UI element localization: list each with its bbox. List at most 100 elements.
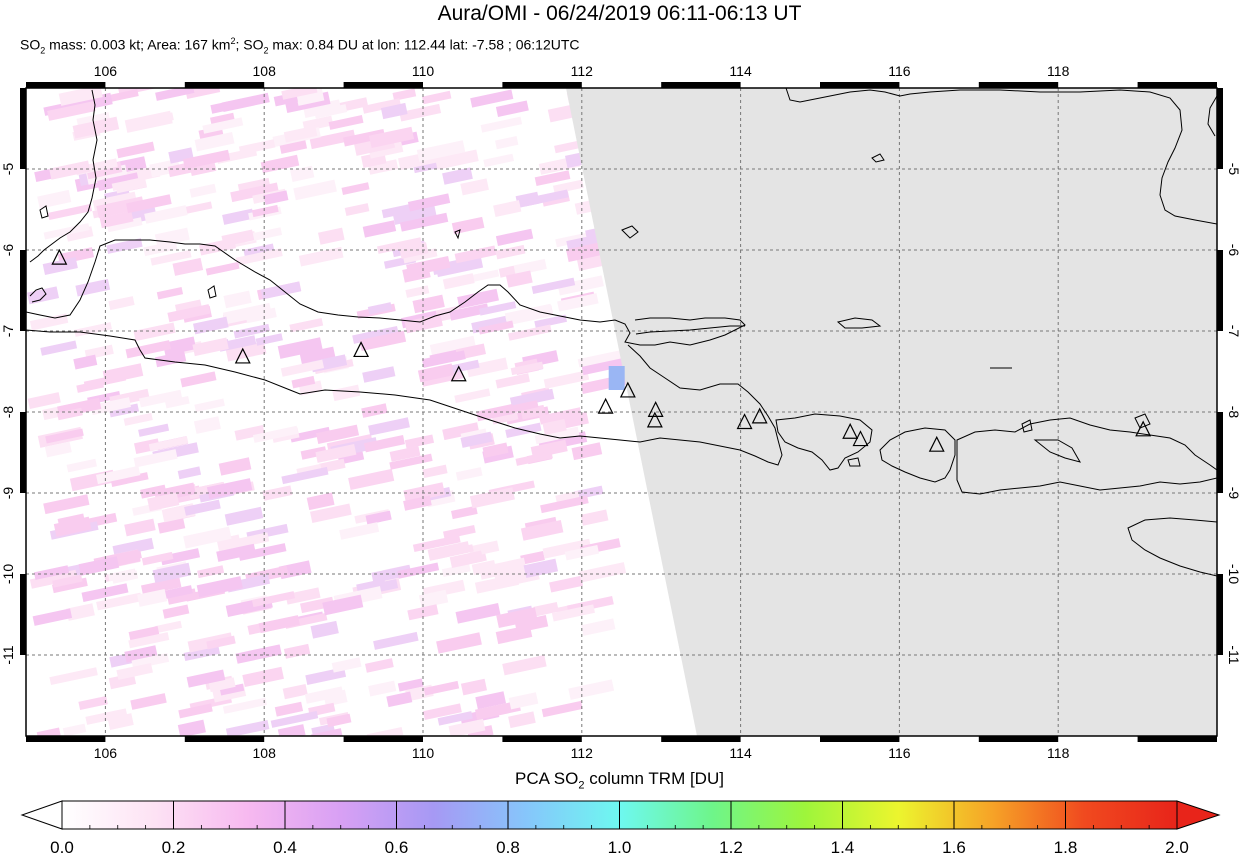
so2-pixel: [177, 719, 206, 736]
so2-pixel: [368, 417, 410, 436]
so2-pixel: [304, 686, 344, 704]
so2-pixel: [53, 516, 92, 537]
coast-kangean: [836, 317, 882, 329]
so2-pixel: [571, 442, 603, 461]
triangle-icon: [842, 422, 859, 439]
so2-pixel: [133, 449, 178, 468]
so2-pixel: [270, 710, 319, 728]
so2-pixel: [478, 301, 517, 316]
so2-pixel: [495, 373, 530, 389]
so2-pixel: [242, 666, 284, 688]
so2-pixel: [235, 644, 282, 664]
lat-label-left: -6: [0, 244, 16, 257]
so2-pixel: [108, 296, 135, 311]
so2-pixel: [116, 141, 155, 159]
coast-sumatra-south: [29, 89, 98, 263]
coast-bali: [775, 413, 873, 471]
so2-pixel: [460, 178, 489, 196]
so2-pixel: [108, 568, 136, 582]
coastlines: [26, 88, 1217, 577]
so2-pixel: [144, 205, 188, 224]
so2-pixel: [182, 149, 231, 170]
frame-band-right: [1217, 250, 1223, 331]
colorbar-tick-label: 1.0: [608, 838, 632, 855]
so2-pixel: [141, 551, 174, 566]
so2-pixel: [279, 140, 308, 154]
so2-pixel: [494, 136, 519, 150]
so2-pixel: [124, 645, 158, 663]
colorbar-tick-label: 1.4: [831, 838, 855, 855]
so2-pixel: [399, 103, 442, 122]
so2-pixel: [184, 499, 221, 516]
so2-pixel: [197, 565, 225, 579]
so2-pixel: [455, 603, 501, 624]
so2-pixel: [435, 149, 479, 170]
so2-pixel: [33, 565, 70, 580]
so2-pixel: [422, 703, 462, 721]
so2-pixel: [581, 355, 630, 376]
so2-pixel: [508, 324, 552, 341]
so2-pixel: [493, 200, 522, 218]
so2-pixel: [133, 322, 176, 342]
so2-pixel: [460, 431, 493, 448]
so2-pixel: [274, 701, 304, 717]
so2-pixel: [194, 132, 235, 152]
so2-pixel: [362, 220, 397, 238]
longitude-labels: 106 106 108 108 110 110 112 112 114 114 116 116 118 1…: [94, 63, 1070, 761]
coast-sulawesi-tip: [1207, 95, 1217, 137]
so2-pixel: [90, 397, 132, 416]
so2-pixel: [281, 88, 318, 100]
frame-band-left: [20, 88, 26, 169]
lon-label-top: 106: [94, 63, 118, 79]
so2-pixel: [448, 718, 486, 736]
so2-pixel: [99, 211, 134, 229]
coast-karimun: [454, 229, 461, 240]
triangle-icon: [234, 347, 251, 364]
so2-pixel: [167, 304, 211, 323]
so2-pixel: [47, 203, 93, 221]
lon-label-top: 118: [1047, 63, 1070, 79]
so2-pixel: [373, 631, 419, 650]
so2-pixel: [467, 725, 494, 736]
frame-band-bottom: [343, 736, 423, 742]
colorbar-over-arrow: [1176, 800, 1221, 830]
so2-pixel: [96, 196, 145, 219]
so2-pixel: [348, 468, 395, 491]
coast-bawean: [621, 225, 639, 239]
lat-label-right: -5: [1226, 163, 1239, 176]
so2-pixel: [315, 424, 360, 444]
so2-pixel: [581, 618, 616, 636]
so2-pixel: [412, 294, 445, 314]
so2-pixel: [184, 88, 221, 100]
so2-pixel: [386, 691, 413, 708]
so2-pixel: [417, 363, 455, 383]
so2-pixel: [332, 384, 361, 402]
so2-pixel: [557, 275, 604, 296]
so2-pixel: [106, 217, 143, 233]
triangle-icon: [647, 401, 664, 417]
so2-pixel: [369, 126, 415, 149]
so2-pixel: [573, 485, 604, 500]
so2-pixel: [555, 490, 580, 503]
so2-pixel: [110, 472, 149, 487]
so2-pixel: [568, 679, 615, 700]
so2-pixel: [255, 333, 283, 346]
lon-label-top: 116: [888, 63, 911, 79]
so2-pixel: [74, 322, 112, 337]
so2-pixel: [496, 607, 538, 629]
so2-pixel: [549, 575, 584, 593]
so2-pixel: [194, 398, 225, 412]
colorbar: 0.0 0.2 0.4 0.6 0.8 1.0 1.2 1.4 1.6 1.8 2.0: [20, 800, 1221, 855]
lon-label-top: 114: [729, 63, 752, 79]
so2-pixel: [442, 524, 476, 540]
frame-band-right: [1217, 88, 1223, 169]
so2-pixel: [162, 336, 197, 356]
so2-pixel: [75, 278, 111, 297]
lon-label-bottom: 118: [1047, 745, 1070, 761]
so2-pixel: [245, 307, 277, 324]
so2-pixel: [437, 711, 473, 726]
so2-pixel: [52, 574, 83, 588]
so2-pixel: [403, 495, 432, 511]
so2-pixel: [311, 728, 344, 736]
lat-label-right: -11: [1226, 645, 1239, 664]
